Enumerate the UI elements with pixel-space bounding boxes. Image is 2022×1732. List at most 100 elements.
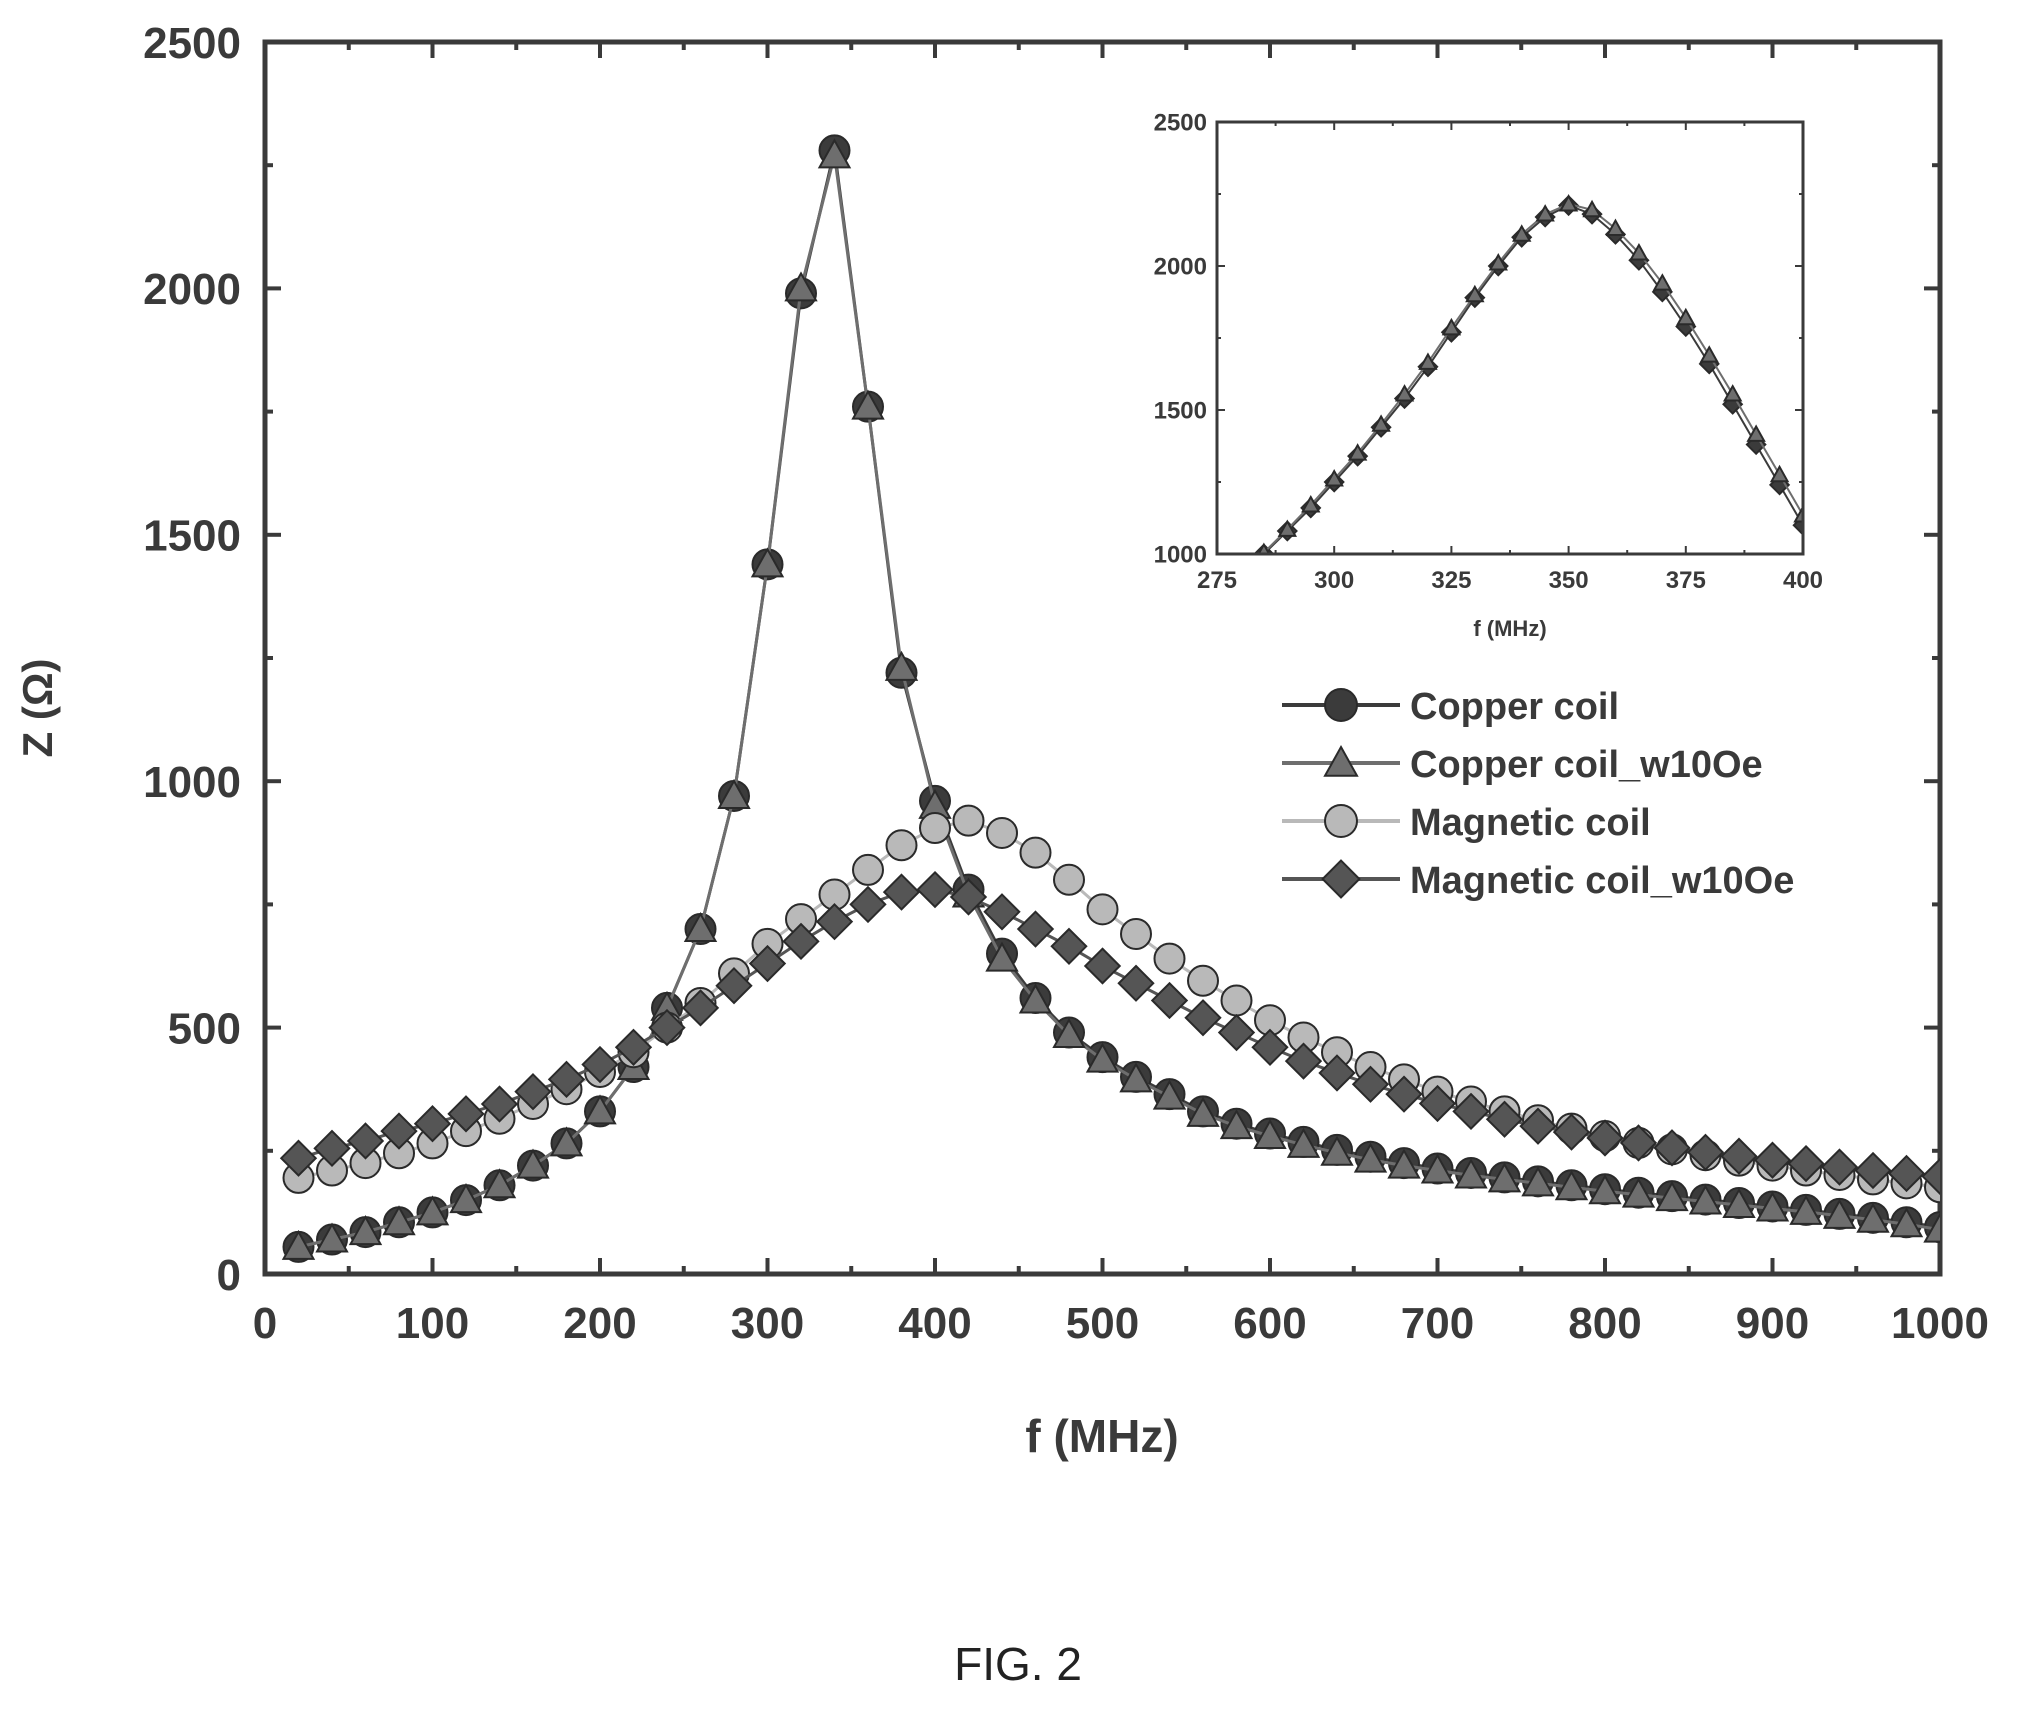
data-point-copper-coil-w10oe [1688, 1184, 1723, 1215]
data-point-magnetic-coil-w10oe [1653, 1129, 1691, 1167]
data-point-magnetic-coil-w10oe [1452, 1092, 1490, 1131]
data-point-magnetic-coil-w10oe [480, 1085, 519, 1123]
x-tick-label: 400 [898, 1299, 971, 1348]
series-copper-coil-w10oe [1257, 194, 1803, 554]
data-point-copper-coil-w10oe [1582, 199, 1602, 218]
x-tick-label: 100 [396, 1299, 469, 1348]
data-point-magnetic-coil-w10oe [748, 944, 787, 983]
x-tick-label: 300 [731, 1299, 804, 1348]
y-tick-label: 1500 [143, 512, 241, 561]
x-tick-label: 500 [1066, 1299, 1139, 1348]
data-point-copper-coil-w10oe [281, 1229, 316, 1260]
data-point-copper-coil-w10oe [1387, 1148, 1421, 1179]
data-point-magnetic-coil [952, 804, 985, 837]
x-tick-label: 350 [1549, 567, 1589, 594]
data-point-copper-coil-w10oe [1018, 983, 1053, 1014]
data-point-copper-coil-w10oe [1324, 469, 1344, 487]
figure-caption: FIG. 2 [954, 1638, 1082, 1690]
data-point-copper-coil-w10oe [1629, 242, 1649, 261]
data-point-magnetic-coil-w10oe [916, 870, 954, 909]
y-tick-label: 0 [217, 1251, 241, 1300]
data-point-copper-coil-w10oe [1219, 1109, 1254, 1140]
data-point-magnetic-coil-w10oe [681, 989, 720, 1027]
data-point-copper-coil-w10oe [516, 1148, 550, 1179]
legend-marker-magnetic-coil [1324, 804, 1358, 838]
legend-marker-copper-coil [1324, 688, 1358, 722]
legend-marker-copper-coil-w10oe [1323, 744, 1359, 777]
data-point-copper-coil-w10oe [1512, 224, 1532, 242]
data-point-copper-coil-w10oe [1699, 345, 1719, 363]
data-point-copper-coil-w10oe [1621, 1177, 1656, 1208]
x-tick-label: 0 [253, 1299, 277, 1348]
x-tick-label: 900 [1736, 1299, 1809, 1348]
inset-background [1217, 122, 1803, 554]
data-point-copper-coil-w10oe [1394, 384, 1415, 402]
legend-label: Magnetic coil [1410, 802, 1651, 844]
x-tick-label: 275 [1197, 567, 1237, 594]
data-point-copper-coil-w10oe [1822, 1198, 1857, 1229]
data-point-copper-coil-w10oe [1535, 204, 1555, 222]
data-point-copper-coil-w10oe [1676, 307, 1696, 326]
data-point-magnetic-coil-w10oe [1016, 910, 1055, 948]
data-point-copper-coil-w10oe [1755, 1191, 1790, 1222]
y-tick-label: 2500 [143, 19, 241, 68]
data-point-copper-coil-w10oe [1277, 519, 1298, 537]
data-point-magnetic-coil-w10oe [1418, 1084, 1457, 1123]
main-tick-labels: 0 100 200 300 400 500 600 700 800 900 1000 0 500 1000… [143, 19, 1989, 1348]
data-point-copper-coil-w10oe [1521, 1166, 1555, 1197]
data-point-magnetic-coil-w10oe [279, 1139, 318, 1177]
data-point-copper-coil-w10oe [1347, 443, 1368, 461]
data-point-copper-coil-w10oe [1889, 1207, 1924, 1238]
inset-series-layer [1253, 194, 1803, 554]
data-point-copper-coil-w10oe [1257, 542, 1271, 554]
x-tick-label: 300 [1314, 567, 1354, 594]
data-point-magnetic-coil-w10oe [1887, 1154, 1926, 1193]
legend-entry-magnetic-coil-w10oe: Magnetic coil_w10Oe [1282, 859, 1794, 902]
data-point-copper-coil-w10oe [1052, 1017, 1086, 1048]
data-point-copper-coil-w10oe [1789, 1194, 1823, 1225]
data-point-copper-coil-w10oe [1769, 464, 1790, 483]
data-point-copper-coil-w10oe [1441, 317, 1462, 336]
y-tick-label: 500 [168, 1004, 241, 1053]
data-point-magnetic-coil-w10oe [1753, 1141, 1792, 1179]
legend-entry-copper-coil: Copper coil [1282, 686, 1619, 728]
data-point-magnetic-coil [986, 816, 1018, 849]
legend-entry-magnetic-coil: Magnetic coil [1282, 802, 1651, 844]
data-point-copper-coil-w10oe [1588, 1174, 1622, 1205]
data-point-copper-coil-w10oe [683, 911, 718, 943]
data-point-copper-coil-w10oe [1554, 1170, 1589, 1201]
data-point-copper-coil-w10oe [348, 1215, 383, 1246]
inset-tick-labels: 275 300 325 350 375 400 1000 1500 2000 2500 [1154, 110, 1823, 594]
data-point-copper-coil-w10oe [482, 1168, 517, 1199]
data-point-magnetic-coil-w10oe [1117, 964, 1155, 1002]
data-point-magnetic-coil-w10oe [1720, 1137, 1758, 1175]
data-point-copper-coil-w10oe [415, 1195, 450, 1226]
x-tick-label: 800 [1568, 1299, 1641, 1348]
data-point-magnetic-coil-w10oe [1921, 1157, 1940, 1196]
data-point-magnetic-coil-w10oe [1251, 1028, 1289, 1066]
data-point-copper-coil-w10oe [1722, 1187, 1756, 1219]
main-y-axis-label: Z (Ω) [14, 659, 61, 758]
data-point-copper-coil-w10oe [1605, 218, 1626, 236]
data-point-magnetic-coil [852, 853, 884, 886]
data-point-copper-coil-w10oe [1152, 1079, 1187, 1110]
data-point-copper-coil-w10oe [1652, 273, 1673, 291]
data-point-magnetic-coil-w10oe [815, 902, 854, 941]
data-point-magnetic-coil-w10oe [1787, 1144, 1825, 1183]
data-point-magnetic-coil-w10oe [1184, 999, 1222, 1037]
legend-entry-copper-coil-w10oe: Copper coil_w10Oe [1282, 744, 1763, 786]
data-point-magnetic-coil-w10oe [1385, 1075, 1423, 1113]
data-point-magnetic-coil-w10oe [547, 1060, 586, 1099]
data-point-magnetic-coil-w10oe [346, 1122, 385, 1160]
data-point-magnetic-coil-w10oe [380, 1112, 418, 1150]
data-point-copper-coil-w10oe [315, 1222, 349, 1253]
data-point-magnetic-coil [1086, 893, 1119, 926]
data-point-copper-coil-w10oe [449, 1183, 483, 1214]
data-point-magnetic-coil-w10oe [1854, 1151, 1892, 1190]
data-point-copper-coil-w10oe [851, 389, 885, 420]
y-tick-label: 2000 [143, 265, 241, 314]
data-point-copper-coil-w10oe [1655, 1181, 1689, 1212]
data-point-copper-coil-w10oe [1186, 1096, 1220, 1127]
data-point-copper-coil-w10oe [717, 778, 751, 809]
